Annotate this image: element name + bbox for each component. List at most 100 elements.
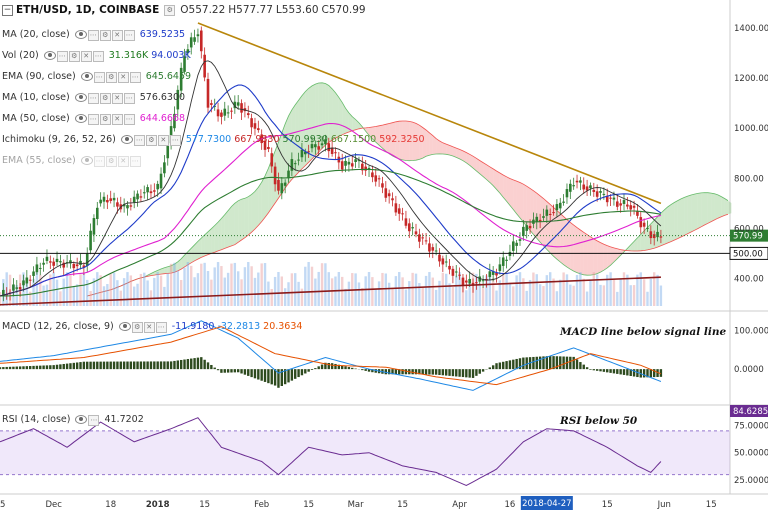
eye-icon[interactable] (80, 155, 93, 165)
indicator-controls[interactable]: ⋯ ⚙ ✕ ⋯ (80, 71, 141, 83)
settings-icon[interactable]: ⚙ (105, 155, 117, 167)
volume-bar (109, 274, 112, 306)
close-icon[interactable]: ✕ (117, 71, 129, 83)
volume-bar (193, 277, 196, 306)
candle-body (602, 193, 606, 195)
ichimoku-cloud-segment (701, 192, 705, 227)
candle-body (411, 227, 414, 229)
indicator-controls[interactable]: ⋯ ⚙ ✕ ⋯ (74, 29, 135, 41)
settings-icon[interactable]: ⚙ (99, 29, 111, 41)
close-icon[interactable]: ✕ (111, 92, 123, 104)
macd-histogram-bar (210, 364, 213, 370)
volume-bar (646, 291, 649, 306)
candle-body (95, 207, 99, 219)
indicator-value: 644.6668 (139, 113, 186, 124)
indicator-controls[interactable]: ⋯ ⚙ ✕ ⋯ (74, 92, 135, 104)
macd-histogram-bar (548, 355, 552, 370)
volume-bar (310, 266, 314, 306)
eye-icon[interactable] (74, 92, 87, 102)
settings-icon[interactable]: ⚙ (145, 134, 157, 146)
candle-body (109, 198, 113, 201)
candle-body (62, 262, 66, 268)
volume-bar (622, 272, 626, 306)
eye-icon[interactable] (75, 414, 88, 424)
more-dots-icon[interactable]: ⋯ (93, 155, 105, 167)
macd-histogram-bar (344, 366, 347, 370)
more-dots-icon[interactable]: ⋯ (88, 414, 100, 426)
candle-body (324, 139, 327, 145)
settings-icon[interactable]: ⚙ (99, 113, 111, 125)
indicator-controls[interactable]: ⋯ ⚙ ✕ ⋯ (80, 155, 141, 167)
candle-body (659, 236, 663, 238)
macd-histogram-bar (280, 369, 284, 386)
ichimoku-cloud-segment (644, 227, 648, 251)
macd-histogram-bar (562, 356, 565, 370)
close-icon[interactable]: ✕ (143, 321, 155, 333)
more-dots-icon[interactable]: ⋯ (87, 29, 99, 41)
candle-body (112, 197, 116, 201)
more-dots-icon[interactable]: ⋯ (123, 92, 135, 104)
more-dots-icon[interactable]: ⋯ (56, 50, 68, 62)
macd-histogram-bar (126, 361, 129, 370)
indicator-controls[interactable]: ⋯ ⚙ ✕ ⋯ (74, 113, 135, 125)
candle-body (545, 209, 549, 216)
settings-icon[interactable]: ⚙ (68, 50, 80, 62)
ichimoku-cloud-segment (409, 121, 413, 161)
macd-histogram-bar (384, 369, 388, 375)
more-dots-icon[interactable]: ⋯ (87, 92, 99, 104)
volume-bar (169, 263, 173, 306)
settings-icon[interactable]: ⚙ (105, 71, 117, 83)
collapse-icon[interactable]: − (2, 4, 13, 16)
more-dots-icon[interactable]: ⋯ (123, 29, 135, 41)
more-dots-icon[interactable]: ⋯ (87, 113, 99, 125)
ichimoku-cloud-segment (164, 266, 168, 274)
indicator-controls[interactable]: ⋯ ⚙ ✕ ⋯ (43, 50, 104, 62)
settings-icon[interactable]: ⚙ (164, 4, 176, 16)
more-dots-icon[interactable]: ⋯ (92, 50, 104, 62)
ichimoku-cloud-segment (476, 158, 480, 174)
more-dots-icon[interactable]: ⋯ (169, 134, 181, 146)
close-icon[interactable]: ✕ (157, 134, 169, 146)
candle-body (89, 230, 92, 251)
macd-histogram-bar (257, 369, 260, 380)
more-dots-icon[interactable]: ⋯ (123, 113, 135, 125)
eye-icon[interactable] (74, 113, 87, 123)
eye-icon[interactable] (120, 134, 133, 144)
volume-bar (122, 278, 126, 306)
indicator-controls[interactable]: ⋯ ⚙ ✕ ⋯ (120, 134, 181, 146)
more-dots-icon[interactable]: ⋯ (129, 71, 141, 83)
candle-body (314, 144, 317, 148)
settings-icon[interactable]: ⚙ (131, 321, 143, 333)
macd-histogram-bar (300, 369, 304, 376)
close-icon[interactable]: ✕ (80, 50, 92, 62)
more-dots-icon[interactable]: ⋯ (133, 134, 145, 146)
macd-histogram-bar (330, 363, 334, 370)
close-icon[interactable]: ✕ (117, 155, 129, 167)
candle-body (475, 282, 478, 284)
eye-icon[interactable] (74, 29, 87, 39)
eye-icon[interactable] (118, 321, 131, 331)
close-icon[interactable]: ✕ (111, 29, 123, 41)
macd-histogram-bar (183, 359, 186, 370)
ichimoku-cloud-segment (573, 225, 578, 273)
more-dots-icon[interactable]: ⋯ (93, 71, 105, 83)
candle-body (488, 271, 492, 277)
macd-histogram-bar (92, 361, 96, 370)
more-dots-icon[interactable]: ⋯ (129, 155, 141, 167)
ohlc-close: C570.99 (321, 4, 366, 16)
close-icon[interactable]: ✕ (111, 113, 123, 125)
eye-icon[interactable] (80, 71, 93, 81)
ichimoku-cloud-segment (224, 210, 229, 249)
more-dots-icon[interactable]: ⋯ (155, 321, 167, 333)
macd-histogram-bar (424, 369, 428, 375)
volume-bar (542, 286, 545, 306)
candle-body (542, 216, 545, 218)
candle-body (122, 204, 126, 207)
volume-bar (649, 278, 653, 306)
eye-icon[interactable] (43, 50, 56, 60)
header-controls[interactable]: ⚙ (164, 4, 176, 16)
candle-body (42, 262, 45, 265)
settings-icon[interactable]: ⚙ (99, 92, 111, 104)
ichimoku-cloud-segment (704, 192, 708, 226)
